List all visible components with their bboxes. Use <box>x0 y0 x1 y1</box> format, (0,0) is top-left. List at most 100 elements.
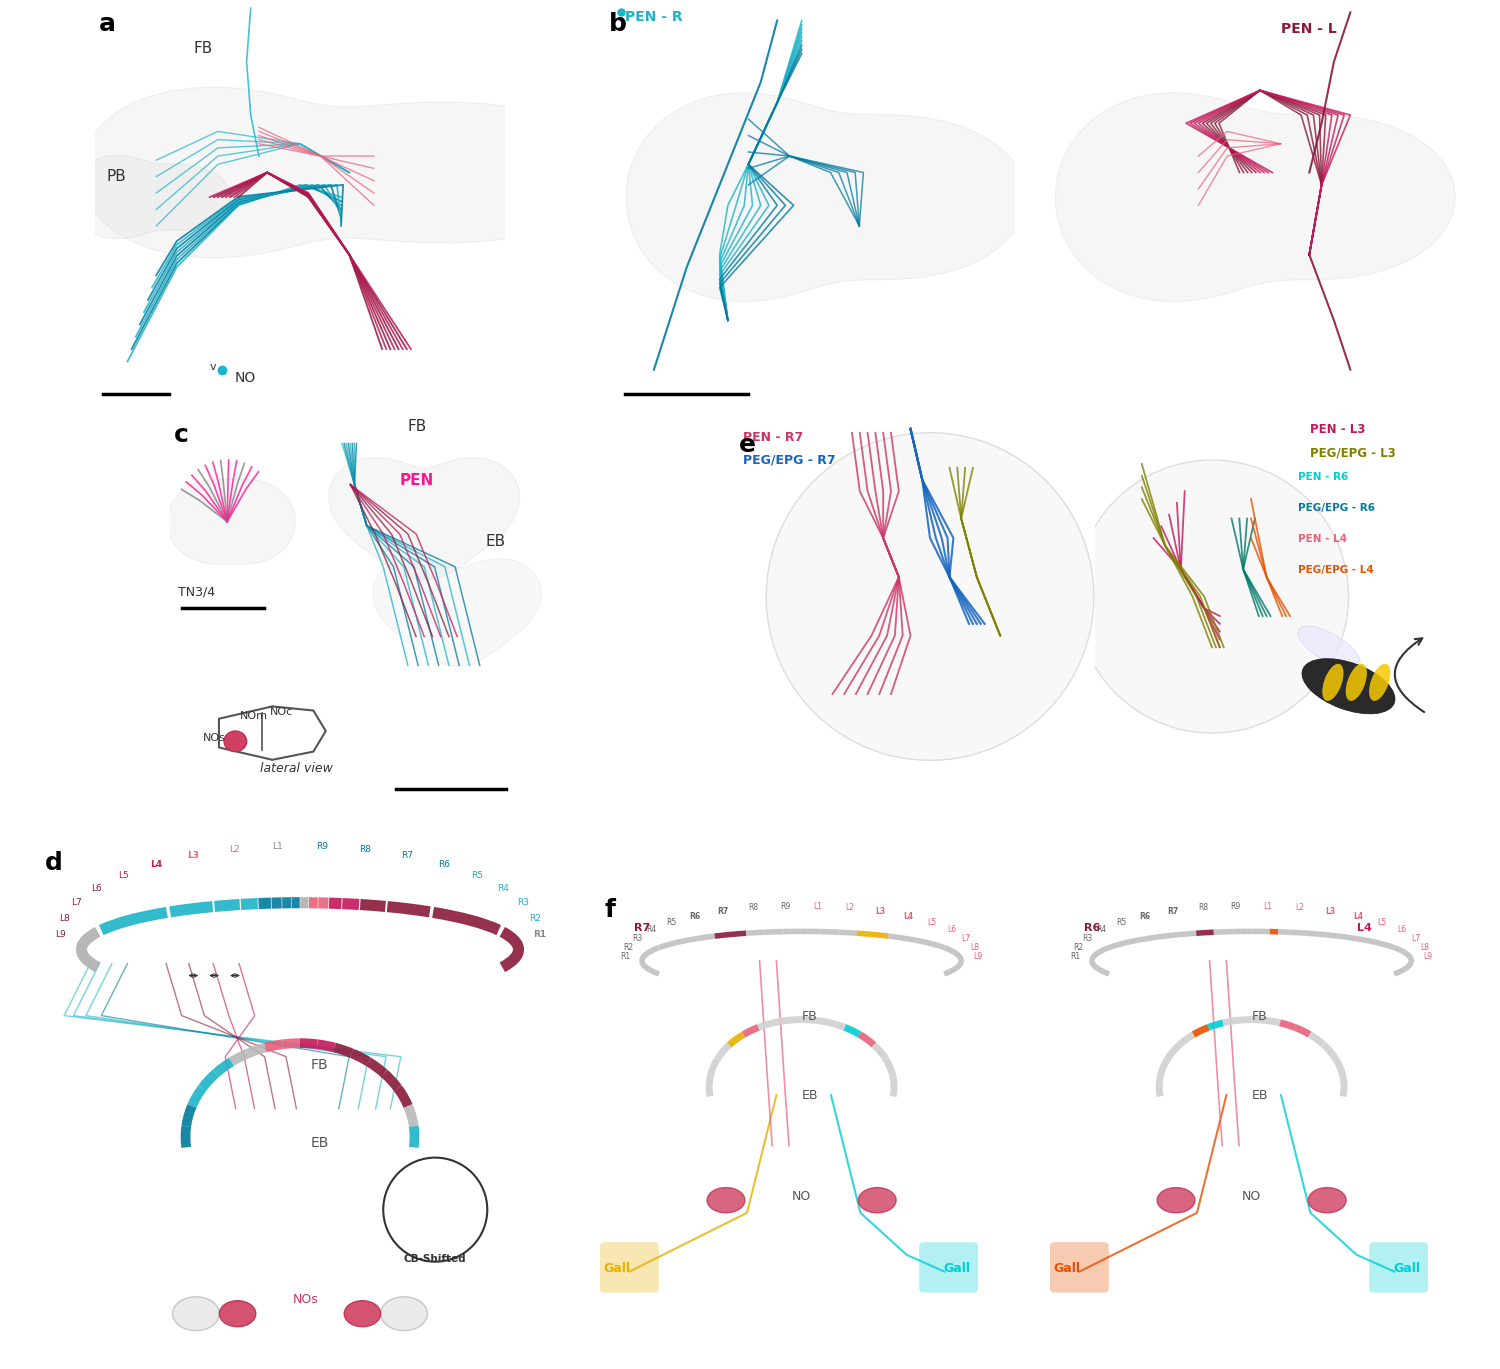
Circle shape <box>382 1158 488 1262</box>
Text: L6: L6 <box>1396 925 1406 934</box>
Ellipse shape <box>1156 1187 1196 1213</box>
Text: PEN - L3: PEN - L3 <box>1310 423 1365 435</box>
Text: FB: FB <box>194 41 213 56</box>
Text: EB: EB <box>801 1090 819 1102</box>
Text: R6: R6 <box>690 912 700 920</box>
Text: R4: R4 <box>498 883 510 893</box>
Text: R6: R6 <box>438 860 450 868</box>
Text: L7: L7 <box>72 898 82 908</box>
Text: NO: NO <box>792 1190 812 1203</box>
Ellipse shape <box>172 1296 219 1331</box>
Ellipse shape <box>219 1301 257 1327</box>
Text: R3: R3 <box>632 934 642 943</box>
Text: L3: L3 <box>188 852 200 860</box>
Ellipse shape <box>1370 664 1390 701</box>
Text: R4: R4 <box>1096 925 1107 934</box>
Text: NO: NO <box>1242 1190 1262 1203</box>
Polygon shape <box>82 88 621 257</box>
Text: lateral view: lateral view <box>260 763 333 775</box>
Text: L1: L1 <box>273 842 284 852</box>
Text: R5: R5 <box>471 871 483 879</box>
Text: PEG/EPG - L3: PEG/EPG - L3 <box>1310 446 1395 459</box>
FancyBboxPatch shape <box>1050 1242 1108 1292</box>
Text: EB: EB <box>310 1136 328 1150</box>
Text: R7: R7 <box>1167 906 1179 916</box>
Text: EB: EB <box>1251 1090 1268 1102</box>
Ellipse shape <box>1346 664 1366 701</box>
Text: R5: R5 <box>1116 917 1126 927</box>
Polygon shape <box>374 559 542 667</box>
Text: L9: L9 <box>56 930 66 939</box>
Text: R4: R4 <box>646 925 657 934</box>
Text: L7: L7 <box>962 934 970 943</box>
Text: NOs: NOs <box>202 734 225 743</box>
Text: L4: L4 <box>903 912 914 920</box>
Ellipse shape <box>224 731 246 752</box>
FancyBboxPatch shape <box>600 1242 658 1292</box>
Text: L2: L2 <box>230 845 240 854</box>
Text: EB: EB <box>486 534 506 549</box>
Text: L5: L5 <box>1377 917 1386 927</box>
Text: R6: R6 <box>1140 912 1150 920</box>
Ellipse shape <box>344 1301 381 1327</box>
Text: L5: L5 <box>927 917 936 927</box>
Text: NOm: NOm <box>240 711 267 720</box>
Text: R1: R1 <box>620 951 630 961</box>
Ellipse shape <box>1308 1187 1346 1213</box>
Text: L4: L4 <box>1356 924 1371 934</box>
Text: R6: R6 <box>1083 924 1100 934</box>
Polygon shape <box>626 93 1026 301</box>
Text: d: d <box>45 850 63 875</box>
Text: R2: R2 <box>1072 942 1083 951</box>
Text: R8: R8 <box>748 904 759 912</box>
Text: Gall: Gall <box>1394 1262 1420 1275</box>
Text: b: b <box>609 12 627 37</box>
Polygon shape <box>328 457 519 579</box>
Text: R7: R7 <box>400 852 412 860</box>
Polygon shape <box>219 706 326 760</box>
Text: NO: NO <box>234 371 255 385</box>
Text: TN3/4: TN3/4 <box>178 586 214 598</box>
Text: L4: L4 <box>1353 912 1364 920</box>
Text: R2: R2 <box>622 942 633 951</box>
Text: R2: R2 <box>530 914 542 923</box>
Polygon shape <box>70 155 231 240</box>
Text: L3: L3 <box>1324 906 1335 916</box>
Text: PEG/EPG - R7: PEG/EPG - R7 <box>742 455 836 467</box>
Text: v: v <box>210 361 216 371</box>
Text: R3: R3 <box>1082 934 1092 943</box>
Polygon shape <box>1056 93 1455 301</box>
Ellipse shape <box>858 1187 895 1213</box>
Text: L2: L2 <box>846 904 855 912</box>
Text: L9: L9 <box>1424 951 1432 961</box>
Text: L6: L6 <box>92 883 102 893</box>
Text: L8: L8 <box>970 942 980 951</box>
Text: L7: L7 <box>1412 934 1420 943</box>
Ellipse shape <box>706 1187 746 1213</box>
Ellipse shape <box>1302 658 1395 713</box>
Text: R9: R9 <box>1230 902 1240 910</box>
Text: L1: L1 <box>813 902 822 910</box>
Text: PB: PB <box>106 168 126 183</box>
Text: R8: R8 <box>360 845 372 854</box>
Text: R7: R7 <box>717 906 729 916</box>
Polygon shape <box>168 479 296 564</box>
Text: FB: FB <box>1252 1009 1268 1023</box>
Text: L8: L8 <box>60 914 70 923</box>
Text: L6: L6 <box>946 925 956 934</box>
Text: L5: L5 <box>118 871 129 879</box>
Text: Gall: Gall <box>944 1262 970 1275</box>
Text: R5: R5 <box>666 917 676 927</box>
Text: PEG/EPG - R6: PEG/EPG - R6 <box>1298 502 1376 513</box>
FancyBboxPatch shape <box>920 1242 978 1292</box>
Ellipse shape <box>1298 626 1360 668</box>
Text: R3: R3 <box>518 898 530 908</box>
Text: PEN: PEN <box>399 472 433 487</box>
Text: FB: FB <box>802 1009 818 1023</box>
Text: R9: R9 <box>780 902 790 910</box>
Text: PEG/EPG - L4: PEG/EPG - L4 <box>1298 565 1374 575</box>
Text: L1: L1 <box>1263 902 1272 910</box>
Text: R1: R1 <box>532 930 546 939</box>
FancyBboxPatch shape <box>1370 1242 1428 1292</box>
Text: c: c <box>174 423 189 448</box>
